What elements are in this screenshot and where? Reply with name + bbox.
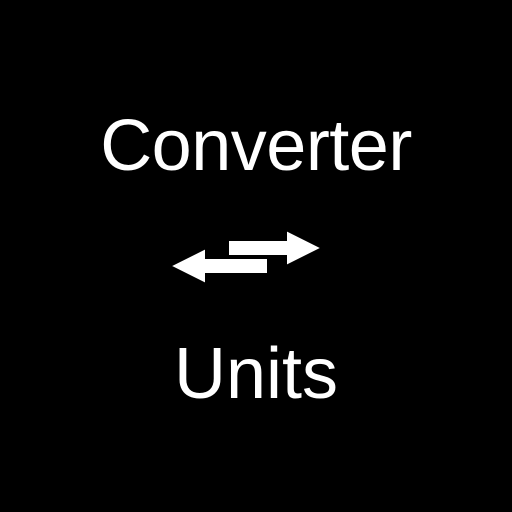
right-arrow-icon [227,230,324,268]
left-arrow-icon [168,246,269,286]
swap-arrows-icon [168,230,324,286]
logo-title-converter: Converter [100,106,412,186]
logo-title-units: Units [173,334,339,414]
